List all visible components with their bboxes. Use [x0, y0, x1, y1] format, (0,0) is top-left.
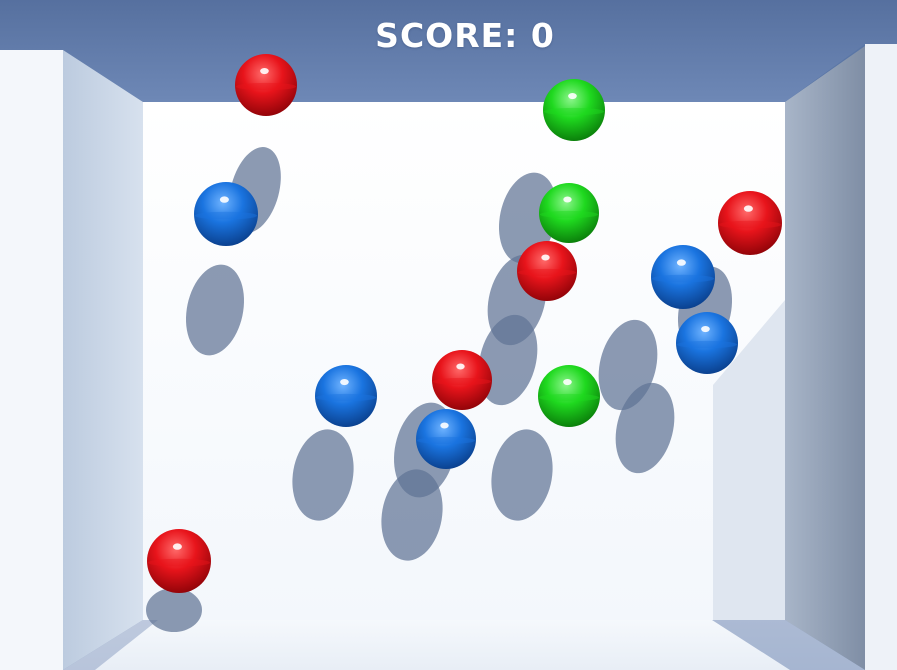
ball-body[interactable] — [718, 191, 782, 255]
ball-highlight — [172, 543, 182, 550]
ball-shadow — [292, 429, 354, 521]
ball-body[interactable] — [543, 79, 605, 141]
ball-reflection-band — [235, 82, 297, 91]
score-display: SCORE: 0 — [375, 16, 555, 55]
blue-ball[interactable] — [676, 312, 738, 374]
ball-body[interactable] — [315, 365, 377, 427]
ball-highlight — [676, 259, 686, 266]
right-outer-wall — [865, 44, 897, 670]
ball-body[interactable] — [235, 54, 297, 116]
ball-body[interactable] — [147, 529, 211, 593]
ball-reflection-band — [543, 107, 605, 116]
blue-ball[interactable] — [194, 182, 258, 246]
right-side-wall — [785, 46, 865, 670]
ball-highlight — [456, 363, 465, 370]
ball-body[interactable] — [517, 241, 577, 301]
red-ball[interactable] — [718, 191, 782, 255]
red-ball[interactable] — [432, 350, 492, 410]
ball-shadow — [615, 382, 675, 474]
ball-reflection-band — [315, 393, 377, 402]
ball-reflection-band — [147, 558, 211, 567]
ball-highlight — [440, 422, 449, 429]
green-ball[interactable] — [538, 365, 600, 427]
ball-body[interactable] — [538, 365, 600, 427]
blue-ball[interactable] — [651, 245, 715, 309]
blue-ball[interactable] — [315, 365, 377, 427]
green-ball[interactable] — [543, 79, 605, 141]
blue-ball[interactable] — [416, 409, 476, 469]
ball-highlight — [563, 378, 572, 386]
ball-shadow — [381, 469, 443, 561]
ball-highlight — [568, 92, 577, 100]
ball-highlight — [743, 205, 753, 212]
ball-body[interactable] — [194, 182, 258, 246]
ball-highlight — [563, 196, 572, 203]
ball-reflection-band — [432, 377, 492, 386]
ball-body[interactable] — [432, 350, 492, 410]
ball-shadow — [478, 314, 538, 406]
green-ball[interactable] — [539, 183, 599, 243]
ball-shadow — [146, 588, 202, 632]
ball-body[interactable] — [539, 183, 599, 243]
red-ball[interactable] — [235, 54, 297, 116]
ball-reflection-band — [538, 393, 600, 402]
ball-highlight — [260, 67, 269, 75]
red-ball[interactable] — [517, 241, 577, 301]
ball-shadow — [491, 429, 553, 521]
ball-shadow — [185, 264, 245, 356]
left-outer-wall — [0, 50, 63, 670]
red-ball[interactable] — [147, 529, 211, 593]
ball-body[interactable] — [416, 409, 476, 469]
ball-reflection-band — [676, 340, 738, 349]
floor-left-shade — [63, 620, 158, 670]
ceiling — [0, 0, 897, 102]
ball-reflection-band — [517, 268, 577, 277]
ball-body[interactable] — [676, 312, 738, 374]
ball-reflection-band — [651, 274, 715, 283]
ball-reflection-band — [416, 436, 476, 445]
left-side-wall — [63, 50, 143, 670]
ball-reflection-band — [539, 210, 599, 219]
floor-right-shade — [712, 620, 865, 670]
ball-shadow — [498, 172, 558, 264]
ball-reflection-band — [194, 211, 258, 220]
floor — [63, 620, 865, 670]
ball-body[interactable] — [651, 245, 715, 309]
ball-highlight — [701, 325, 710, 333]
ball-layer — [147, 54, 782, 593]
ball-highlight — [219, 196, 229, 203]
back-wall-shadow-panel — [713, 300, 785, 620]
ball-highlight — [340, 378, 349, 386]
ball-reflection-band — [718, 220, 782, 229]
ball-highlight — [541, 254, 550, 261]
